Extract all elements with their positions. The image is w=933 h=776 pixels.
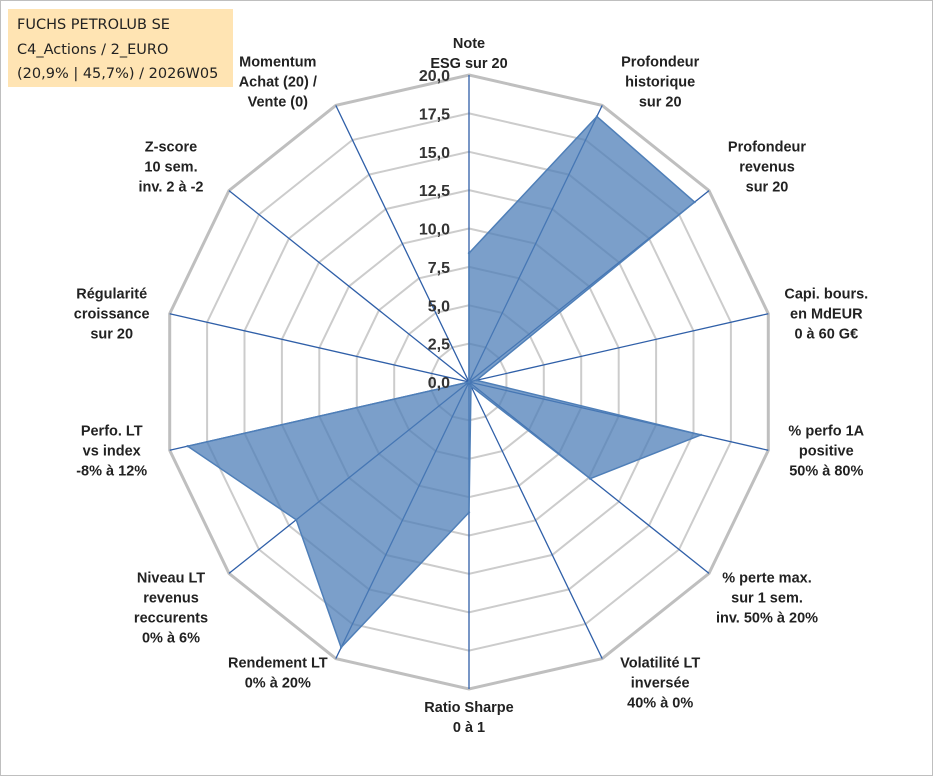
series-point-4 <box>699 433 703 437</box>
series-point-10 <box>186 445 189 448</box>
axis-label-11-line-0: Régularité <box>76 287 147 303</box>
axis-label-2: Profondeur revenus sur 20 <box>728 140 806 196</box>
tick-label-5: 12,5 <box>419 183 450 200</box>
tick-label-0: 0,0 <box>428 375 450 392</box>
axis-label-12-line-1: 10 sem. <box>144 160 197 176</box>
series-point-8 <box>339 646 343 649</box>
axis-label-6-line-2: 40% à 0% <box>627 696 693 712</box>
series-point-0 <box>467 251 471 255</box>
axis-label-9: Niveau LT revenus reccurents 0% à 6% <box>134 570 208 646</box>
series-point-2 <box>693 200 696 204</box>
axis-label-3: Capi. bours. en MdEUR 0 à 60 G€ <box>784 287 868 343</box>
tick-label-4: 10,0 <box>419 222 450 239</box>
axis-label-11: Régularité croissance sur 20 <box>74 287 150 343</box>
axis-label-7: Ratio Sharpe 0 à 1 <box>424 700 513 736</box>
tick-label-1: 2,5 <box>428 337 450 354</box>
axis-spoke-6 <box>468 381 603 659</box>
series-point-6 <box>469 384 473 388</box>
tick-label-2: 5,0 <box>428 298 450 315</box>
axis-label-10-line-0: Perfo. LT <box>81 423 143 439</box>
axis-label-4-line-0: % perfo 1A <box>788 423 864 439</box>
title-line-company: FUCHS PETROLUB SE <box>17 17 170 33</box>
title-line-stats: (20,9% | 45,7%) / 2026W05 <box>17 66 219 82</box>
axis-label-10-line-2: -8% à 12% <box>76 463 147 479</box>
axis-label-2-line-2: sur 20 <box>746 180 789 196</box>
axis-label-13-line-0: Momentum <box>239 54 316 70</box>
axis-label-0-line-0: Note <box>453 36 485 52</box>
axis-label-8-line-1: 0% à 20% <box>245 676 311 692</box>
axis-label-1-line-1: historique <box>625 74 695 90</box>
axis-label-11-line-1: croissance <box>74 307 150 323</box>
axis-label-6-line-1: inversée <box>631 676 690 692</box>
axis-label-3-line-0: Capi. bours. <box>784 287 868 303</box>
radar-axis-labels: Note ESG sur 20 Profondeur historique sur 20… <box>74 36 868 736</box>
title-line-category: C4_Actions / 2_EURO <box>17 41 169 58</box>
axis-label-6: Volatilité LT inversée 40% à 0% <box>620 656 700 712</box>
axis-label-1-line-2: sur 20 <box>639 94 682 110</box>
axis-label-12-line-0: Z-score <box>145 140 197 156</box>
axis-label-13: Momentum Achat (20) / Vente (0) <box>239 54 317 110</box>
axis-label-5-line-2: inv. 50% à 20% <box>716 610 818 626</box>
axis-label-7-line-1: 0 à 1 <box>453 720 485 736</box>
axis-label-5-line-1: sur 1 sem. <box>731 590 803 606</box>
tick-label-7: 17,5 <box>419 106 450 123</box>
axis-spoke-12 <box>228 190 470 383</box>
radar-ticks: 0,0 2,5 5,0 7,5 10,0 12,5 15,0 17,5 20,0 <box>419 68 450 392</box>
axis-label-3-line-1: en MdEUR <box>790 307 863 323</box>
axis-label-3-line-2: 0 à 60 G€ <box>794 327 858 343</box>
axis-label-12-line-2: inv. 2 à -2 <box>138 180 203 196</box>
axis-label-12: Z-score 10 sem. inv. 2 à -2 <box>138 140 203 196</box>
axis-spoke-11 <box>169 313 470 383</box>
series-point-1 <box>595 115 599 118</box>
axis-label-5: % perte max. sur 1 sem. inv. 50% à 20% <box>716 570 818 626</box>
axis-label-5-line-0: % perte max. <box>722 570 811 586</box>
axis-label-1-line-0: Profondeur <box>621 54 699 70</box>
tick-label-3: 7,5 <box>428 260 450 277</box>
title-box: FUCHS PETROLUB SE C4_Actions / 2_EURO (2… <box>8 9 233 87</box>
radar-series <box>185 115 704 649</box>
axis-label-1: Profondeur historique sur 20 <box>621 54 699 110</box>
axis-label-0: Note ESG sur 20 <box>430 36 507 72</box>
axis-label-2-line-1: revenus <box>739 160 795 176</box>
axis-label-7-line-0: Ratio Sharpe <box>424 700 513 716</box>
axis-label-11-line-2: sur 20 <box>90 327 133 343</box>
axis-label-13-line-2: Vente (0) <box>248 94 309 110</box>
series-point-9 <box>295 518 298 521</box>
axis-label-4: % perfo 1A positive 50% à 80% <box>788 423 864 479</box>
axis-label-9-line-0: Niveau LT <box>137 570 205 586</box>
axis-label-2-line-0: Profondeur <box>728 140 806 156</box>
axis-label-10-line-1: vs index <box>83 443 141 459</box>
tick-label-8: 20,0 <box>419 68 450 85</box>
series-point-3 <box>475 379 478 382</box>
axis-label-10: Perfo. LT vs index -8% à 12% <box>76 423 147 479</box>
axis-label-4-line-2: 50% à 80% <box>789 463 863 479</box>
series-point-5 <box>589 477 592 480</box>
axis-label-0-line-1: ESG sur 20 <box>430 56 507 72</box>
axis-label-8-line-0: Rendement LT <box>228 656 328 672</box>
axis-label-9-line-3: 0% à 6% <box>142 630 200 646</box>
tick-label-6: 15,0 <box>419 145 450 162</box>
axis-spoke-13 <box>335 105 470 383</box>
axis-spoke-3 <box>468 313 769 383</box>
axis-label-4-line-1: positive <box>799 443 854 459</box>
axis-label-9-line-1: revenus <box>143 590 199 606</box>
axis-label-6-line-0: Volatilité LT <box>620 656 700 672</box>
series-point-7 <box>467 511 471 514</box>
series-point-13 <box>467 380 471 384</box>
axis-label-9-line-2: reccurents <box>134 610 208 626</box>
axis-label-13-line-1: Achat (20) / <box>239 74 317 90</box>
axis-label-8: Rendement LT 0% à 20% <box>228 656 328 692</box>
